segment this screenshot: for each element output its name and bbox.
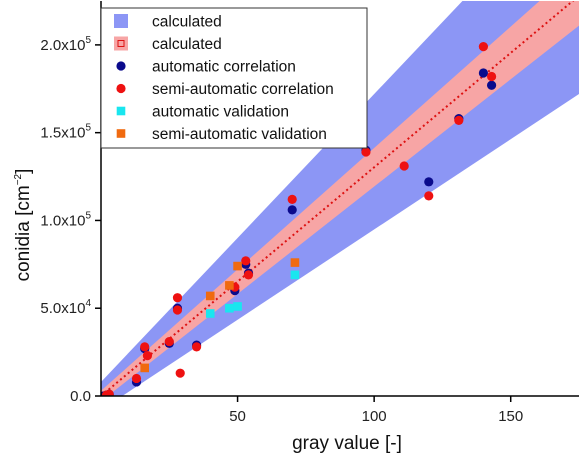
tick-labels: 50 100 150 0.0 5.0x104 1.0x105 1.5x105 2.0x105: [40, 35, 523, 425]
point-1: [486, 71, 497, 82]
y-tick-label: 2.0x105: [40, 35, 91, 54]
point-2: [233, 302, 242, 311]
point-0: [486, 80, 497, 90]
point-0: [287, 205, 297, 215]
legend-box: [100, 7, 368, 149]
x-axis-title: gray value [-]: [292, 433, 402, 454]
point-0: [478, 68, 488, 78]
point-1: [192, 342, 202, 352]
point-1: [172, 305, 183, 315]
fit-line: [101, 1, 575, 396]
legend-label: semi-automatic validation: [152, 126, 327, 143]
point-1: [175, 368, 185, 378]
point-3: [233, 261, 242, 271]
point-1: [104, 389, 114, 396]
legend-label: semi-automatic correlation: [152, 81, 334, 98]
x-tick-label: 150: [498, 408, 523, 425]
y-axis-title: conidia [cm−2]: [13, 169, 34, 282]
point-1: [399, 161, 409, 171]
legend-swatch: [114, 14, 128, 28]
point-1: [287, 194, 297, 204]
y-tick-label: 1.5x105: [40, 123, 91, 142]
legend-swatch-marker: [117, 40, 125, 47]
band-1: [101, 1, 579, 396]
legend-marker: [116, 129, 126, 138]
point-2: [290, 270, 300, 280]
point-1: [172, 293, 183, 303]
legend-label: automatic correlation: [152, 59, 296, 76]
point-1: [140, 342, 150, 352]
point-0: [424, 177, 434, 187]
y-tick-label: 0.0: [70, 388, 91, 405]
point-1: [424, 191, 434, 201]
point-1: [454, 115, 464, 125]
legend-marker: [116, 83, 126, 94]
point-3: [225, 281, 234, 290]
point-1: [164, 336, 174, 347]
legend-label: calculated: [152, 36, 222, 53]
legend-marker: [116, 106, 126, 116]
confidence-bands: [101, 1, 579, 396]
legend: calculated calculated automatic correlatio…: [100, 7, 368, 149]
point-1: [478, 42, 488, 52]
x-tick-label: 100: [362, 408, 387, 425]
point-3: [140, 363, 150, 373]
legend-label: calculated: [152, 14, 222, 31]
point-2: [205, 309, 215, 318]
point-1: [361, 147, 371, 157]
legend-swatch: [114, 36, 128, 51]
legend-label: automatic validation: [152, 104, 289, 121]
point-1: [131, 373, 142, 384]
point-1: [241, 256, 251, 266]
point-3: [290, 258, 300, 267]
point-1: [142, 351, 153, 361]
y-tick-label: 1.0x105: [40, 210, 91, 229]
point-2: [225, 303, 234, 313]
point-3: [205, 291, 215, 301]
legend-marker: [116, 61, 126, 71]
point-1: [243, 270, 254, 280]
y-tick-label: 5.0x104: [40, 298, 91, 317]
x-tick-label: 50: [229, 408, 246, 425]
fit-line-group: [101, 1, 575, 396]
